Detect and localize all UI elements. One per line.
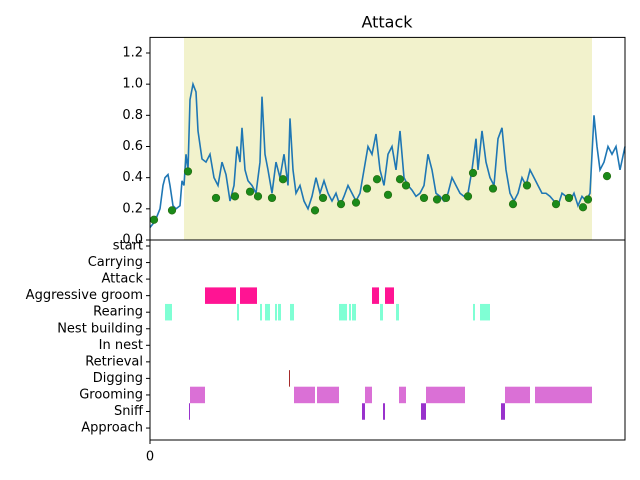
event-dot [401, 181, 411, 190]
behavior-bar [473, 303, 475, 321]
y-tick-label: Retrieval [85, 354, 143, 369]
axes-frame [149, 239, 626, 441]
signal-line [149, 81, 626, 229]
y-tick-label: 0.2 [122, 201, 143, 216]
event-dot [602, 172, 612, 181]
behavior-bar [349, 303, 351, 321]
behavior-bar [383, 403, 385, 420]
behavior-bar [275, 303, 277, 321]
highlight-span [184, 37, 592, 241]
behavior-bar [240, 287, 257, 304]
behavior-bar [237, 303, 239, 321]
event-dot [488, 184, 498, 193]
event-dot [278, 175, 288, 184]
event-dot [310, 206, 320, 215]
y-tick-label: Digging [93, 371, 143, 386]
chart-title: Attack [361, 13, 413, 32]
behavior-bar [380, 303, 383, 321]
behavior-bar [260, 303, 262, 321]
y-tick-label: 0.4 [122, 170, 143, 185]
behavior-bar [289, 370, 290, 387]
y-tick-label: Sniff [114, 404, 144, 419]
event-dot [167, 206, 177, 215]
behavior-bar [480, 303, 490, 321]
event-dot [183, 167, 193, 176]
behavior-bar [265, 303, 270, 321]
event-dot [468, 168, 478, 178]
y-tick-label: Attack [101, 272, 143, 287]
behavior-bar [205, 287, 236, 304]
x-tick-label: 0 [146, 450, 154, 465]
event-dot [149, 215, 159, 224]
behavior-bar [278, 303, 281, 321]
y-tick-label: Nest building [57, 321, 143, 336]
event-dot [441, 193, 451, 203]
event-dot [211, 193, 221, 203]
event-dot [351, 198, 361, 207]
y-tick-label: 0.6 [122, 139, 143, 154]
behavior-bar [426, 386, 465, 404]
y-tick-label: Carrying [88, 255, 143, 270]
behavior-bar [290, 303, 294, 321]
behavior-bar [339, 303, 347, 321]
event-dot [395, 175, 405, 184]
y-tick-label: Grooming [79, 387, 143, 402]
event-dot [564, 193, 574, 203]
behavior-bar [362, 403, 365, 420]
behavior-bar [501, 403, 505, 420]
y-tick-label: 1.0 [122, 77, 143, 92]
event-dot [318, 193, 328, 203]
behavior-bar [365, 386, 372, 404]
y-tick-label: Rearing [93, 305, 143, 320]
event-dot [551, 200, 561, 209]
event-dot [432, 195, 442, 204]
behavior-bar [372, 287, 379, 304]
event-dot [336, 200, 346, 209]
behavior-bar [294, 386, 315, 404]
behavior-bar [317, 386, 339, 404]
event-dot [362, 184, 372, 193]
y-tick-label: 0.0 [122, 233, 143, 248]
behavior-bar [535, 386, 592, 404]
event-dot [508, 200, 518, 209]
behavior-bar [352, 303, 356, 321]
y-tick-label: 1.2 [122, 45, 143, 60]
behavior-bar [385, 287, 394, 304]
behavior-bar [505, 386, 530, 404]
event-dot [583, 195, 593, 204]
y-tick-label: 0.8 [122, 108, 143, 123]
y-tick-label: Aggressive groom [26, 288, 143, 303]
y-tick-label: start [113, 239, 143, 254]
event-dot [245, 187, 255, 196]
behavior-bar [165, 303, 172, 321]
behavior-bar [421, 403, 426, 420]
behavior-bar [396, 303, 399, 321]
behavior-bar [399, 386, 406, 404]
event-dot [578, 203, 588, 212]
event-dot [230, 192, 240, 201]
event-dot [522, 181, 532, 190]
behavior-bar [190, 386, 205, 404]
event-dot [419, 193, 429, 203]
event-dot [372, 175, 382, 184]
y-tick-label: In nest [99, 338, 143, 353]
event-dot [383, 190, 393, 199]
behavior-bar [189, 403, 190, 420]
y-tick-label: Approach [81, 421, 143, 436]
event-dot [253, 192, 263, 201]
event-dot [463, 192, 473, 201]
event-dot [267, 193, 277, 203]
